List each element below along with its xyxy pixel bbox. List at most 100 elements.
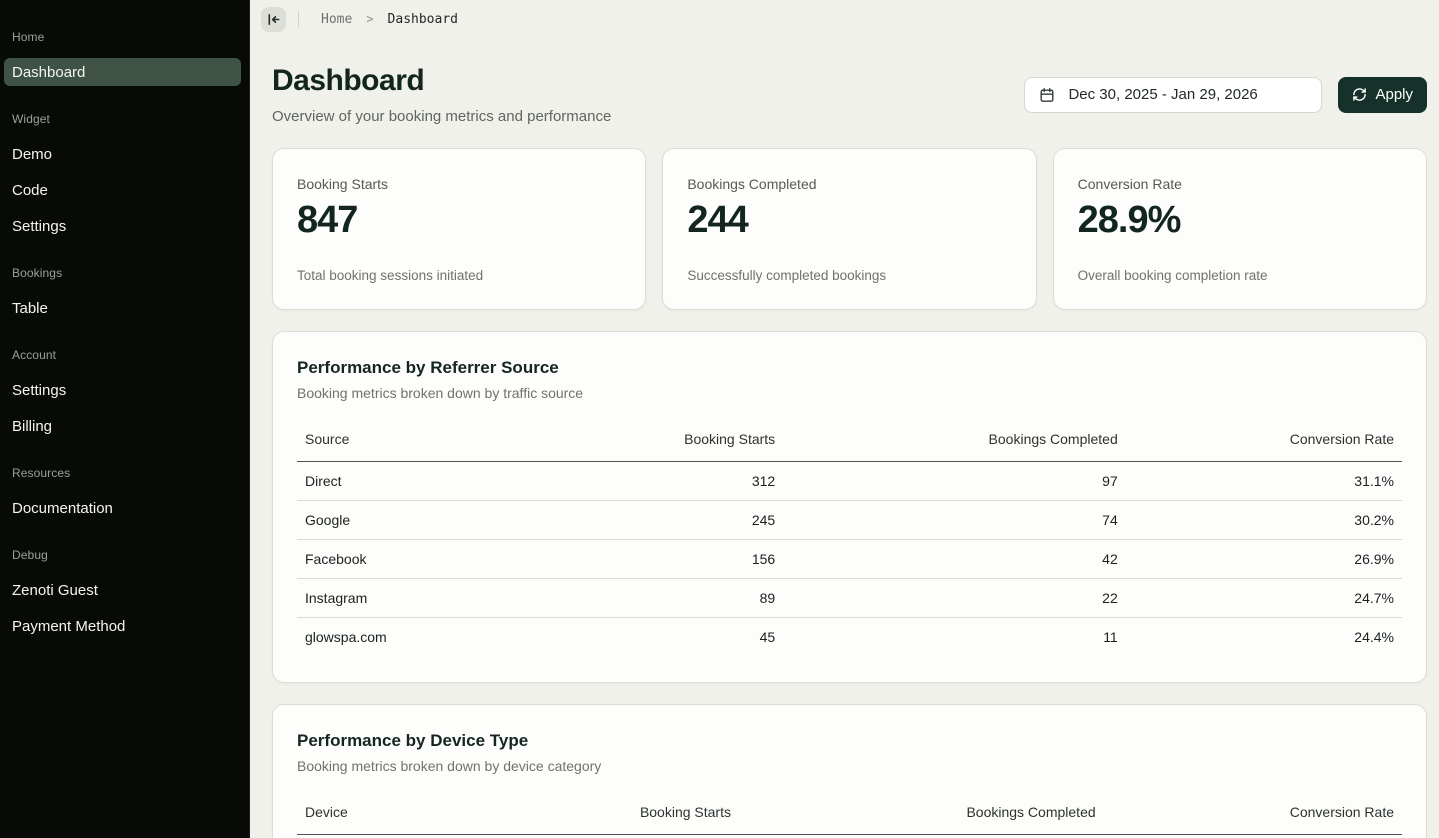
cell-source: Facebook	[297, 539, 541, 579]
sidebar: Home Dashboard Widget Demo Code Settings…	[0, 0, 250, 838]
topbar: Home > Dashboard	[250, 0, 1439, 38]
cell-source: Instagram	[297, 578, 541, 618]
nav-group-label: Widget	[12, 112, 50, 126]
cell-source: Google	[297, 500, 541, 540]
divider	[298, 11, 299, 27]
metric-value: 28.9%	[1077, 199, 1182, 241]
metric-description: Overall booking completion rate	[1077, 268, 1268, 283]
sidebar-item-widget-settings[interactable]: Settings	[12, 217, 67, 235]
metric-card-bookings-completed: Bookings Completed 244 Successfully comp…	[662, 148, 1037, 310]
cell-booking-starts: 312	[540, 461, 784, 501]
cell-conversion-rate: 31.1%	[1125, 461, 1402, 501]
date-range-value: Dec 30, 2025 - Jan 29, 2026	[1068, 86, 1258, 103]
nav-group-label: Resources	[12, 466, 71, 480]
page-content: Dashboard Overview of your booking metri…	[250, 38, 1439, 838]
refresh-icon	[1352, 87, 1367, 102]
apply-button-label: Apply	[1375, 86, 1413, 103]
table-row-direct: Direct 312 97 31.1%	[297, 461, 1402, 501]
cell-booking-starts: 156	[540, 539, 784, 579]
page-header: Dashboard Overview of your booking metri…	[272, 64, 1427, 125]
metric-label: Conversion Rate	[1077, 176, 1182, 192]
nav-group-label: Bookings	[12, 266, 63, 280]
panel-collapse-left-icon	[266, 12, 281, 27]
cell-booking-starts: 89	[540, 578, 784, 618]
sidebar-item-code[interactable]: Code	[12, 181, 48, 199]
metric-card-booking-starts: Booking Starts 847 Total booking session…	[272, 148, 647, 310]
cell-bookings-completed: 97	[783, 461, 1126, 501]
section-title: Performance by Device Type	[297, 731, 529, 750]
cell-booking-starts: 245	[540, 500, 784, 540]
page-subtitle: Overview of your booking metrics and per…	[272, 108, 612, 125]
cell-bookings-completed: 42	[783, 539, 1126, 579]
metric-card-conversion-rate: Conversion Rate 28.9% Overall booking co…	[1052, 148, 1427, 310]
referrer-source-section: Performance by Referrer Source Booking m…	[272, 331, 1427, 683]
sidebar-item-dashboard[interactable]: Dashboard	[4, 58, 241, 86]
column-header-booking-starts: Booking Starts	[518, 804, 739, 835]
section-title: Performance by Referrer Source	[297, 358, 559, 377]
sidebar-item-table[interactable]: Table	[12, 299, 48, 317]
cell-source: Direct	[297, 461, 541, 501]
header-controls: Dec 30, 2025 - Jan 29, 2026 Apply	[1024, 76, 1427, 113]
cell-booking-starts: 45	[759, 629, 776, 645]
main-area: Home > Dashboard Dashboard Overview of y…	[250, 0, 1439, 838]
nav-group-debug: Debug Zenoti Guest Payment Method	[4, 548, 241, 640]
breadcrumb: Home > Dashboard	[321, 12, 458, 27]
metric-label: Bookings Completed	[687, 176, 817, 192]
cell-bookings-completed: 11	[1103, 629, 1118, 645]
table-row-instagram: Instagram 89 22 24.7%	[297, 578, 1402, 618]
breadcrumb-home-link[interactable]: Home	[321, 11, 353, 27]
cell-conversion-rate: 24.7%	[1125, 578, 1402, 618]
metric-description: Successfully completed bookings	[687, 268, 887, 283]
nav-group-bookings: Bookings Table	[4, 266, 241, 322]
chevron-right-icon: >	[366, 12, 374, 26]
column-header-conversion-rate: Conversion Rate	[1125, 431, 1402, 462]
referrer-source-table: Source Booking Starts Bookings Completed…	[297, 431, 1402, 656]
column-header-bookings-completed: Bookings Completed	[783, 431, 1126, 462]
cell-conversion-rate: 30.2%	[1125, 500, 1402, 540]
date-range-picker[interactable]: Dec 30, 2025 - Jan 29, 2026	[1024, 76, 1323, 113]
section-subtitle: Booking metrics broken down by traffic s…	[297, 385, 584, 401]
table-header-row: Device Booking Starts Bookings Completed…	[297, 804, 1402, 835]
column-header-booking-starts: Booking Starts	[540, 431, 784, 462]
calendar-icon	[1039, 87, 1055, 103]
metric-value: 244	[687, 199, 748, 241]
nav-group-label: Debug	[12, 548, 48, 562]
sidebar-item-documentation[interactable]: Documentation	[12, 499, 113, 517]
table-row-glowspa: glowspa.com 45 11 24.4%	[297, 618, 1402, 657]
nav-group-resources: Resources Documentation	[4, 466, 241, 522]
page-title: Dashboard	[272, 64, 425, 97]
section-subtitle: Booking metrics broken down by device ca…	[297, 758, 602, 774]
nav-group-widget: Widget Demo Code Settings	[4, 112, 241, 240]
sidebar-item-demo[interactable]: Demo	[12, 145, 53, 163]
table-header-row: Source Booking Starts Bookings Completed…	[297, 431, 1402, 462]
page-header-text: Dashboard Overview of your booking metri…	[272, 64, 611, 125]
cell-source: glowspa.com	[305, 629, 387, 645]
cell-conversion-rate: 24.4%	[1354, 629, 1394, 645]
metric-label: Booking Starts	[297, 176, 389, 192]
cell-bookings-completed: 22	[783, 578, 1126, 618]
metric-cards-row: Booking Starts 847 Total booking session…	[272, 148, 1427, 310]
device-type-section: Performance by Device Type Booking metri…	[272, 704, 1427, 838]
sidebar-item-payment-method[interactable]: Payment Method	[12, 617, 126, 635]
sidebar-item-zenoti-guest[interactable]: Zenoti Guest	[12, 581, 98, 599]
column-header-device: Device	[297, 804, 518, 835]
metric-description: Total booking sessions initiated	[297, 268, 484, 283]
column-header-conversion-rate: Conversion Rate	[1103, 804, 1402, 835]
apply-button[interactable]: Apply	[1338, 76, 1427, 113]
nav-group-account: Account Settings Billing	[4, 348, 241, 440]
sidebar-item-billing[interactable]: Billing	[12, 417, 53, 435]
nav-group-home: Home Dashboard	[4, 30, 241, 86]
metric-value: 847	[297, 199, 358, 241]
table-row-facebook: Facebook 156 42 26.9%	[297, 539, 1402, 579]
table-row-google: Google 245 74 30.2%	[297, 500, 1402, 540]
nav-group-label: Home	[12, 30, 45, 44]
device-type-table: Device Booking Starts Bookings Completed…	[297, 804, 1402, 835]
column-header-bookings-completed: Bookings Completed	[739, 804, 1104, 835]
cell-conversion-rate: 26.9%	[1125, 539, 1402, 579]
cell-bookings-completed: 74	[783, 500, 1126, 540]
sidebar-collapse-button[interactable]	[261, 6, 286, 32]
breadcrumb-current-page[interactable]: Dashboard	[387, 11, 458, 27]
nav-group-label: Account	[12, 348, 57, 362]
column-header-source: Source	[297, 431, 541, 462]
sidebar-item-account-settings[interactable]: Settings	[12, 381, 67, 399]
